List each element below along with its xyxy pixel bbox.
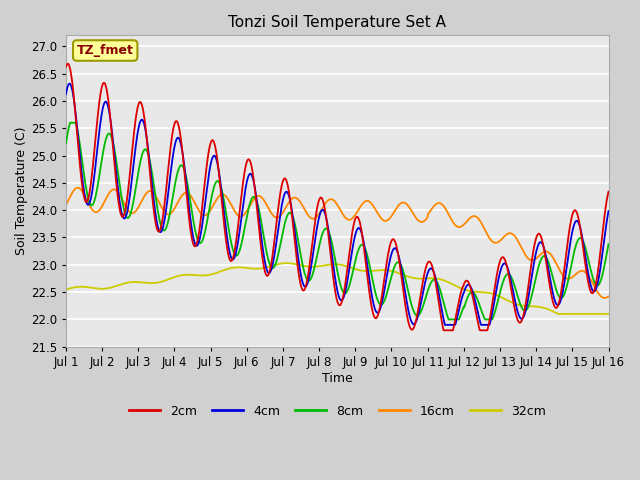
Text: TZ_fmet: TZ_fmet	[77, 44, 134, 57]
Title: Tonzi Soil Temperature Set A: Tonzi Soil Temperature Set A	[228, 15, 446, 30]
Y-axis label: Soil Temperature (C): Soil Temperature (C)	[15, 127, 28, 255]
X-axis label: Time: Time	[322, 372, 353, 384]
Legend: 2cm, 4cm, 8cm, 16cm, 32cm: 2cm, 4cm, 8cm, 16cm, 32cm	[124, 400, 551, 423]
